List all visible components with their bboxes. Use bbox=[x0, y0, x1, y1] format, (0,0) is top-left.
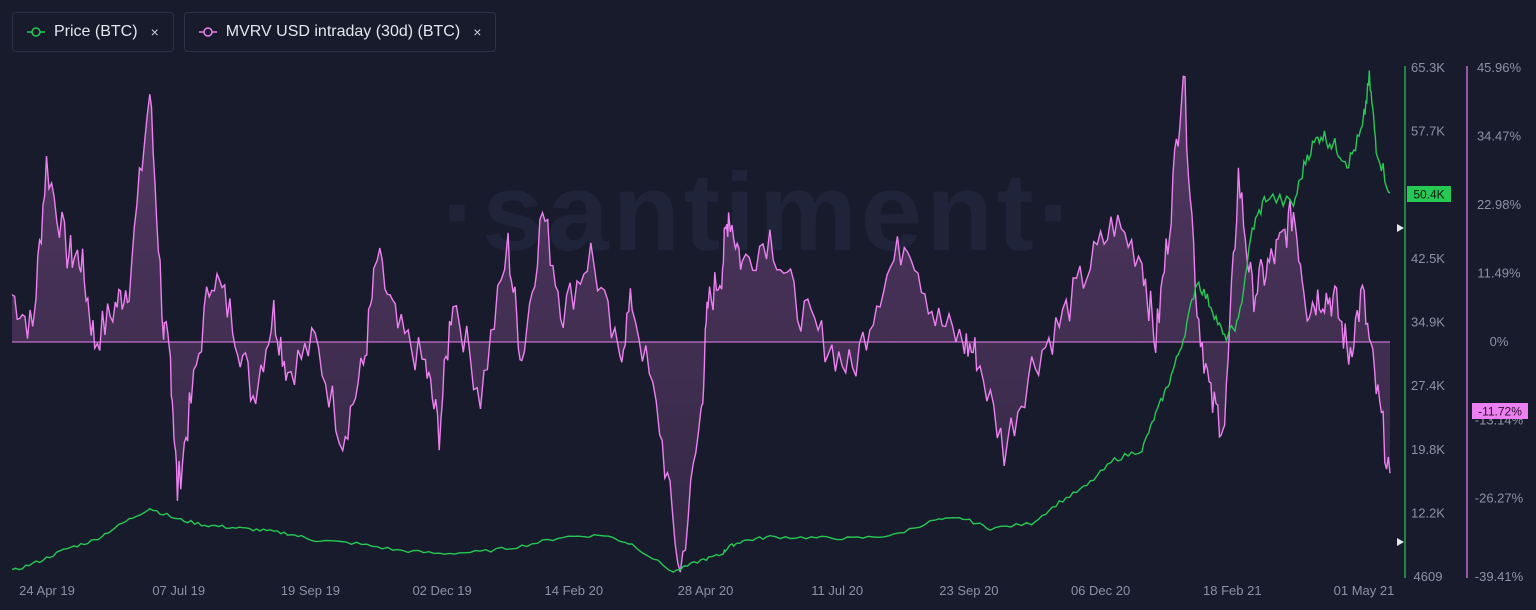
mvrv-line bbox=[11, 75, 1391, 573]
mvrv-area bbox=[12, 76, 1390, 573]
price-tick-label: 42.5K bbox=[1411, 251, 1445, 266]
mvrv-tick-label: -26.27% bbox=[1475, 491, 1524, 506]
x-tick-label: 06 Dec 20 bbox=[1071, 583, 1130, 598]
mvrv-tick-label: -39.41% bbox=[1475, 569, 1524, 584]
x-tick-label: 01 May 21 bbox=[1334, 583, 1395, 598]
price-tick-label: 27.4K bbox=[1411, 378, 1445, 393]
legend-item-mvrv[interactable]: MVRV USD intraday (30d) (BTC) × bbox=[183, 12, 497, 52]
circle-line-icon bbox=[198, 27, 217, 37]
price-line bbox=[11, 70, 1391, 573]
price-tick-label: 65.3K bbox=[1411, 60, 1445, 75]
mvrv-current-label: -11.72% bbox=[1478, 405, 1522, 419]
x-tick-label: 11 Jul 20 bbox=[811, 583, 863, 598]
legend-item-price[interactable]: Price (BTC) × bbox=[12, 12, 174, 52]
mvrv-tick-label: 22.98% bbox=[1477, 197, 1522, 212]
x-tick-label: 18 Feb 21 bbox=[1203, 583, 1262, 598]
mvrv-tick-label: 0% bbox=[1490, 334, 1509, 349]
price-tick-label: 19.8K bbox=[1411, 442, 1445, 457]
mvrv-current-badge bbox=[1472, 403, 1528, 419]
x-tick-label: 23 Sep 20 bbox=[939, 583, 998, 598]
mvrv-tick-label: 34.47% bbox=[1477, 129, 1522, 144]
x-tick-label: 24 Apr 19 bbox=[19, 583, 75, 598]
close-icon[interactable]: × bbox=[473, 24, 482, 40]
x-tick-label: 19 Sep 19 bbox=[281, 583, 340, 598]
mvrv-tick-label: 11.49% bbox=[1477, 266, 1521, 281]
price-tick-label: 57.7K bbox=[1411, 124, 1445, 139]
legend: Price (BTC) × MVRV USD intraday (30d) (B… bbox=[12, 12, 497, 52]
x-tick-label: 28 Apr 20 bbox=[678, 583, 734, 598]
price-tick-label: 34.9K bbox=[1411, 315, 1445, 330]
triangle-marker-icon bbox=[1397, 224, 1404, 232]
x-tick-label: 14 Feb 20 bbox=[545, 583, 604, 598]
close-icon[interactable]: × bbox=[150, 24, 159, 40]
legend-label: MVRV USD intraday (30d) (BTC) bbox=[225, 23, 461, 40]
price-tick-label: 12.2K bbox=[1411, 505, 1445, 520]
price-current-badge bbox=[1407, 186, 1451, 202]
price-tick-label: 4609 bbox=[1414, 569, 1443, 584]
x-tick-label: 07 Jul 19 bbox=[152, 583, 205, 598]
mvrv-tick-label: 45.96% bbox=[1477, 60, 1522, 75]
price-current-label: 50.4K bbox=[1413, 188, 1444, 202]
legend-label: Price (BTC) bbox=[54, 23, 138, 40]
circle-line-icon bbox=[27, 27, 45, 37]
x-tick-label: 02 Dec 19 bbox=[412, 583, 471, 598]
triangle-marker-icon bbox=[1397, 538, 1404, 546]
